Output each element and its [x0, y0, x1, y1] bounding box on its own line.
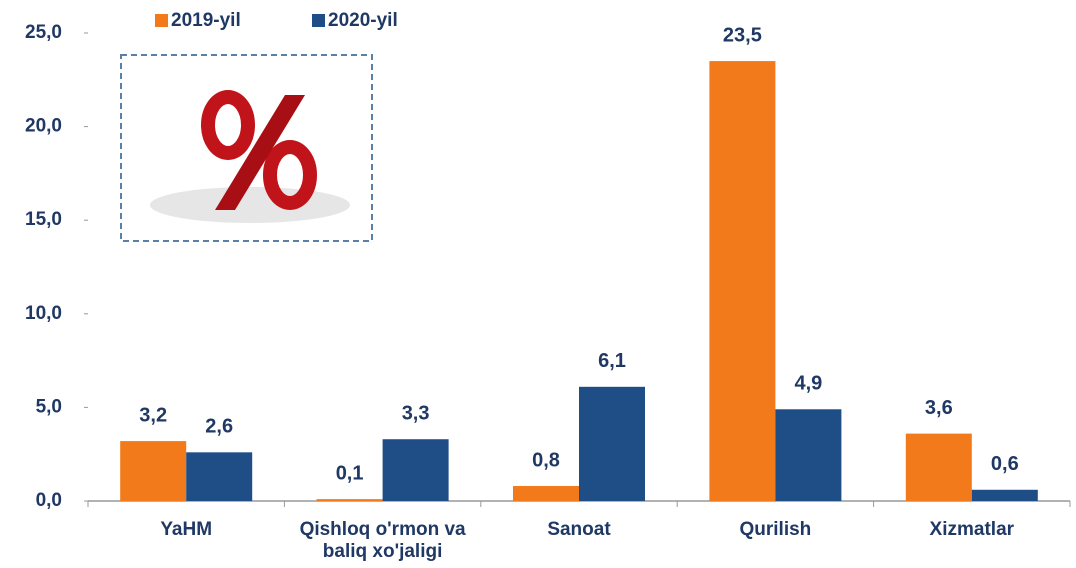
y-tick-label: 15,0 [25, 209, 62, 230]
x-tick-label: Xizmatlar [929, 519, 1015, 540]
x-tick-label: YaHM [160, 519, 213, 540]
bar [579, 386, 645, 501]
value-label: 0,8 [532, 449, 560, 471]
x-tick-label: Qishloq o'rmon va baliq xo'jaligi [299, 519, 466, 562]
illustration [120, 54, 373, 242]
y-tick-label: 10,0 [25, 303, 62, 324]
x-tick-label: Sanoat [547, 519, 611, 540]
legend-swatch [312, 14, 325, 27]
y-tick-label: 0,0 [36, 490, 62, 511]
value-label: 3,3 [402, 403, 430, 425]
legend-label: 2019-yil [171, 10, 241, 31]
bar [905, 433, 972, 501]
percent-circle [201, 90, 255, 160]
y-tick-label: 25,0 [25, 22, 62, 43]
value-label: 6,1 [598, 350, 626, 372]
y-tick-label: 20,0 [25, 116, 62, 137]
y-tick-label: 5,0 [36, 396, 62, 417]
image-frame [120, 54, 373, 242]
bar [709, 61, 776, 501]
value-label: 4,9 [794, 373, 822, 395]
value-label: 0,6 [991, 453, 1019, 475]
bar [775, 409, 842, 501]
percent-circle [263, 140, 317, 210]
value-label: 0,1 [336, 462, 364, 484]
bar [971, 489, 1038, 501]
bar [382, 439, 449, 501]
bar [186, 452, 253, 501]
value-label: 3,2 [139, 404, 167, 426]
legend-swatch [155, 14, 168, 27]
image-shadow [150, 187, 350, 223]
value-label: 23,5 [723, 24, 762, 46]
bar [120, 441, 187, 501]
legend-label: 2020-yil [328, 10, 398, 31]
value-label: 2,6 [205, 416, 233, 438]
bar [316, 499, 383, 501]
percent-slash [215, 95, 305, 210]
x-tick-label: Qurilish [739, 519, 812, 540]
value-label: 3,6 [925, 397, 953, 419]
bar [513, 486, 579, 501]
